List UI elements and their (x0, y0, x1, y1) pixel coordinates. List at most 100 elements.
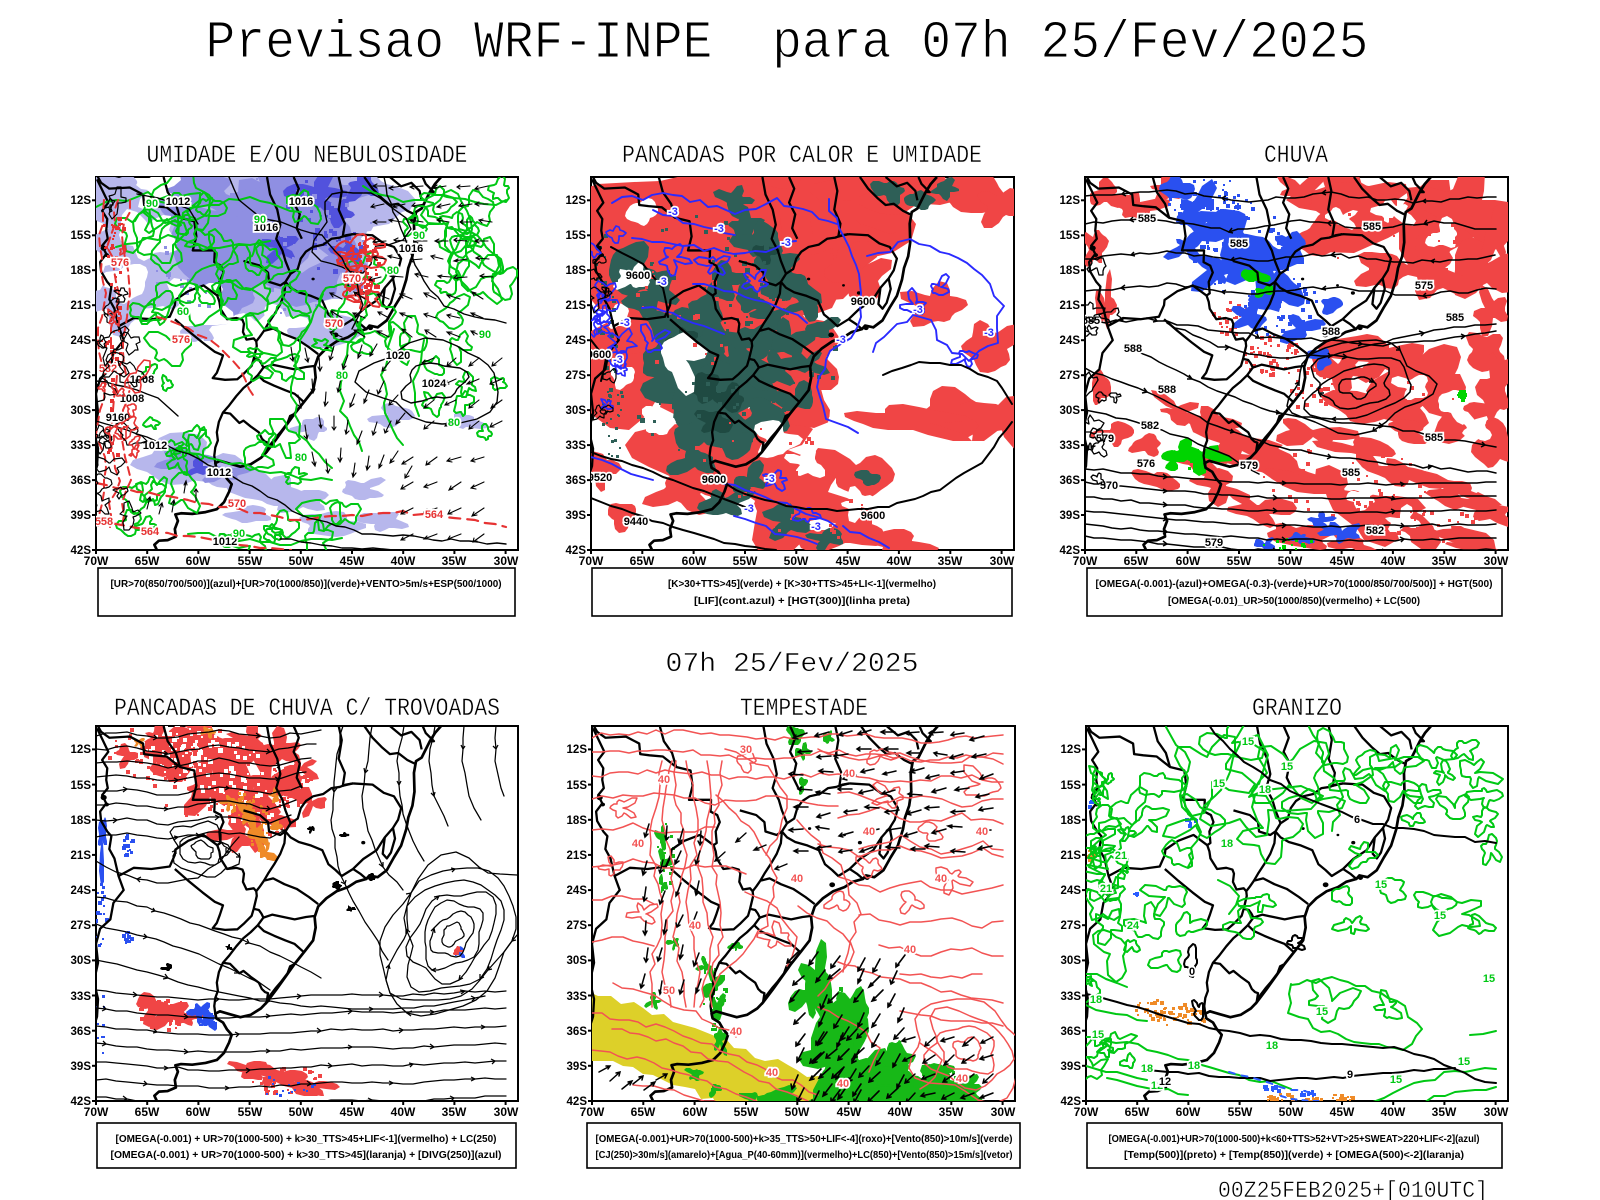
svg-text:70W: 70W (84, 554, 109, 568)
svg-text:15S: 15S (1061, 780, 1082, 792)
svg-text:12S: 12S (71, 195, 92, 207)
svg-text:36S: 36S (1061, 1026, 1082, 1038)
svg-text:40: 40 (730, 1026, 742, 1038)
svg-text:40: 40 (689, 920, 701, 932)
svg-text:576: 576 (172, 334, 190, 346)
svg-text:PANCADAS POR CALOR E UMIDADE: PANCADAS POR CALOR E UMIDADE (622, 141, 982, 170)
svg-text:27S: 27S (71, 920, 92, 932)
svg-text:15S: 15S (71, 780, 92, 792)
svg-text:33S: 33S (71, 440, 92, 452)
svg-text:GRANIZO: GRANIZO (1252, 694, 1342, 723)
svg-text:42S: 42S (71, 1096, 92, 1108)
svg-text:TEMPESTADE: TEMPESTADE (740, 694, 868, 723)
svg-text:65W: 65W (631, 1105, 656, 1119)
svg-text:55W: 55W (238, 1105, 263, 1119)
svg-text:579: 579 (1096, 433, 1114, 445)
svg-text:50W: 50W (1278, 554, 1303, 568)
svg-text:1012: 1012 (143, 440, 167, 452)
svg-text:80: 80 (336, 370, 348, 382)
svg-text:9600: 9600 (702, 474, 726, 486)
svg-text:570: 570 (228, 498, 246, 510)
svg-text:588: 588 (1158, 384, 1176, 396)
svg-text:-3: -3 (668, 206, 678, 218)
svg-text:15S: 15S (71, 230, 92, 242)
svg-text:582: 582 (1141, 420, 1159, 432)
svg-text:588: 588 (1322, 326, 1340, 338)
svg-text:Previsao WRF-INPE para 07h 25: Previsao WRF-INPE para 07h 25/Fev/2025 (206, 13, 1369, 73)
svg-text:30S: 30S (71, 405, 92, 417)
svg-text:570: 570 (325, 318, 343, 330)
svg-text:90: 90 (146, 198, 158, 210)
svg-text:15: 15 (1242, 736, 1254, 748)
svg-text:45W: 45W (1330, 554, 1355, 568)
svg-text:55W: 55W (734, 1105, 759, 1119)
svg-text:27S: 27S (71, 370, 92, 382)
svg-text:1012: 1012 (213, 536, 237, 548)
svg-text:70W: 70W (84, 1105, 109, 1119)
svg-text:50W: 50W (1279, 1105, 1304, 1119)
svg-text:39S: 39S (1061, 1061, 1082, 1073)
svg-text:30W: 30W (494, 1105, 519, 1119)
svg-text:45W: 45W (340, 554, 365, 568)
svg-text:33S: 33S (71, 991, 92, 1003)
svg-text:-3: -3 (781, 237, 791, 249)
svg-text:12S: 12S (1060, 195, 1081, 207)
svg-text:42S: 42S (566, 545, 587, 557)
svg-text:6: 6 (1354, 814, 1360, 826)
svg-text:21S: 21S (71, 850, 92, 862)
svg-text:9160: 9160 (106, 412, 130, 424)
svg-text:45W: 45W (837, 1105, 862, 1119)
svg-text:15: 15 (1375, 879, 1387, 891)
svg-text:-3: -3 (613, 354, 623, 366)
svg-text:21S: 21S (566, 300, 587, 312)
svg-text:55W: 55W (1227, 554, 1252, 568)
svg-text:9600: 9600 (851, 296, 875, 308)
svg-text:[OMEGA(-0.001)+UR>70(1000-500): [OMEGA(-0.001)+UR>70(1000-500)+k>35_TTS>… (596, 1134, 1013, 1145)
svg-text:70W: 70W (1074, 1105, 1099, 1119)
svg-text:07h 25/Fev/2025: 07h 25/Fev/2025 (666, 650, 919, 680)
svg-text:[UR>70(850/700/500)](azul)+[UR: [UR>70(850/700/500)](azul)+[UR>70(1000/8… (111, 579, 502, 590)
svg-text:65W: 65W (1125, 1105, 1150, 1119)
svg-text:40: 40 (843, 768, 855, 780)
svg-text:40: 40 (658, 774, 670, 786)
svg-text:39S: 39S (566, 510, 587, 522)
svg-text:1012: 1012 (166, 196, 190, 208)
svg-text:60W: 60W (682, 554, 707, 568)
svg-text:33S: 33S (567, 991, 588, 1003)
svg-text:60W: 60W (186, 554, 211, 568)
svg-text:27S: 27S (1060, 370, 1081, 382)
svg-text:15: 15 (1458, 1056, 1470, 1068)
svg-text:50W: 50W (785, 1105, 810, 1119)
svg-text:UMIDADE E/OU NEBULOSIDADE: UMIDADE E/OU NEBULOSIDADE (147, 141, 468, 170)
svg-text:15: 15 (1483, 973, 1495, 985)
svg-text:18: 18 (1259, 784, 1271, 796)
svg-text:00Z25FEB2025+[010UTC]: 00Z25FEB2025+[010UTC] (1218, 1178, 1488, 1200)
svg-text:[OMEGA(-0.001) + UR>70(1000-50: [OMEGA(-0.001) + UR>70(1000-500) + k>30_… (116, 1134, 497, 1145)
svg-text:65W: 65W (135, 554, 160, 568)
svg-text:9: 9 (1347, 1069, 1353, 1081)
svg-text:27S: 27S (567, 920, 588, 932)
svg-text:21S: 21S (1060, 300, 1081, 312)
svg-text:12S: 12S (566, 195, 587, 207)
svg-text:1008: 1008 (130, 374, 154, 386)
svg-text:18S: 18S (566, 265, 587, 277)
svg-text:30S: 30S (71, 955, 92, 967)
svg-text:1012: 1012 (207, 467, 231, 479)
svg-text:40: 40 (837, 1078, 849, 1090)
svg-text:0: 0 (1189, 966, 1195, 978)
svg-text:33S: 33S (566, 440, 587, 452)
svg-text:9520: 9520 (588, 472, 612, 484)
svg-text:40: 40 (935, 873, 947, 885)
svg-text:[CJ(250)>30m/s](amarelo)+[Agua: [CJ(250)>30m/s](amarelo)+[Agua_P(40-60mm… (596, 1150, 1013, 1161)
svg-text:CHUVA: CHUVA (1264, 141, 1328, 170)
svg-text:90: 90 (479, 329, 491, 341)
svg-text:18S: 18S (567, 815, 588, 827)
svg-text:12S: 12S (71, 744, 92, 756)
svg-text:1024: 1024 (422, 378, 447, 390)
svg-text:60W: 60W (1176, 1105, 1201, 1119)
svg-text:65W: 65W (135, 1105, 160, 1119)
svg-text:15: 15 (1281, 761, 1293, 773)
svg-text:35W: 35W (939, 1105, 964, 1119)
svg-text:564: 564 (141, 526, 160, 538)
svg-text:21S: 21S (1061, 850, 1082, 862)
